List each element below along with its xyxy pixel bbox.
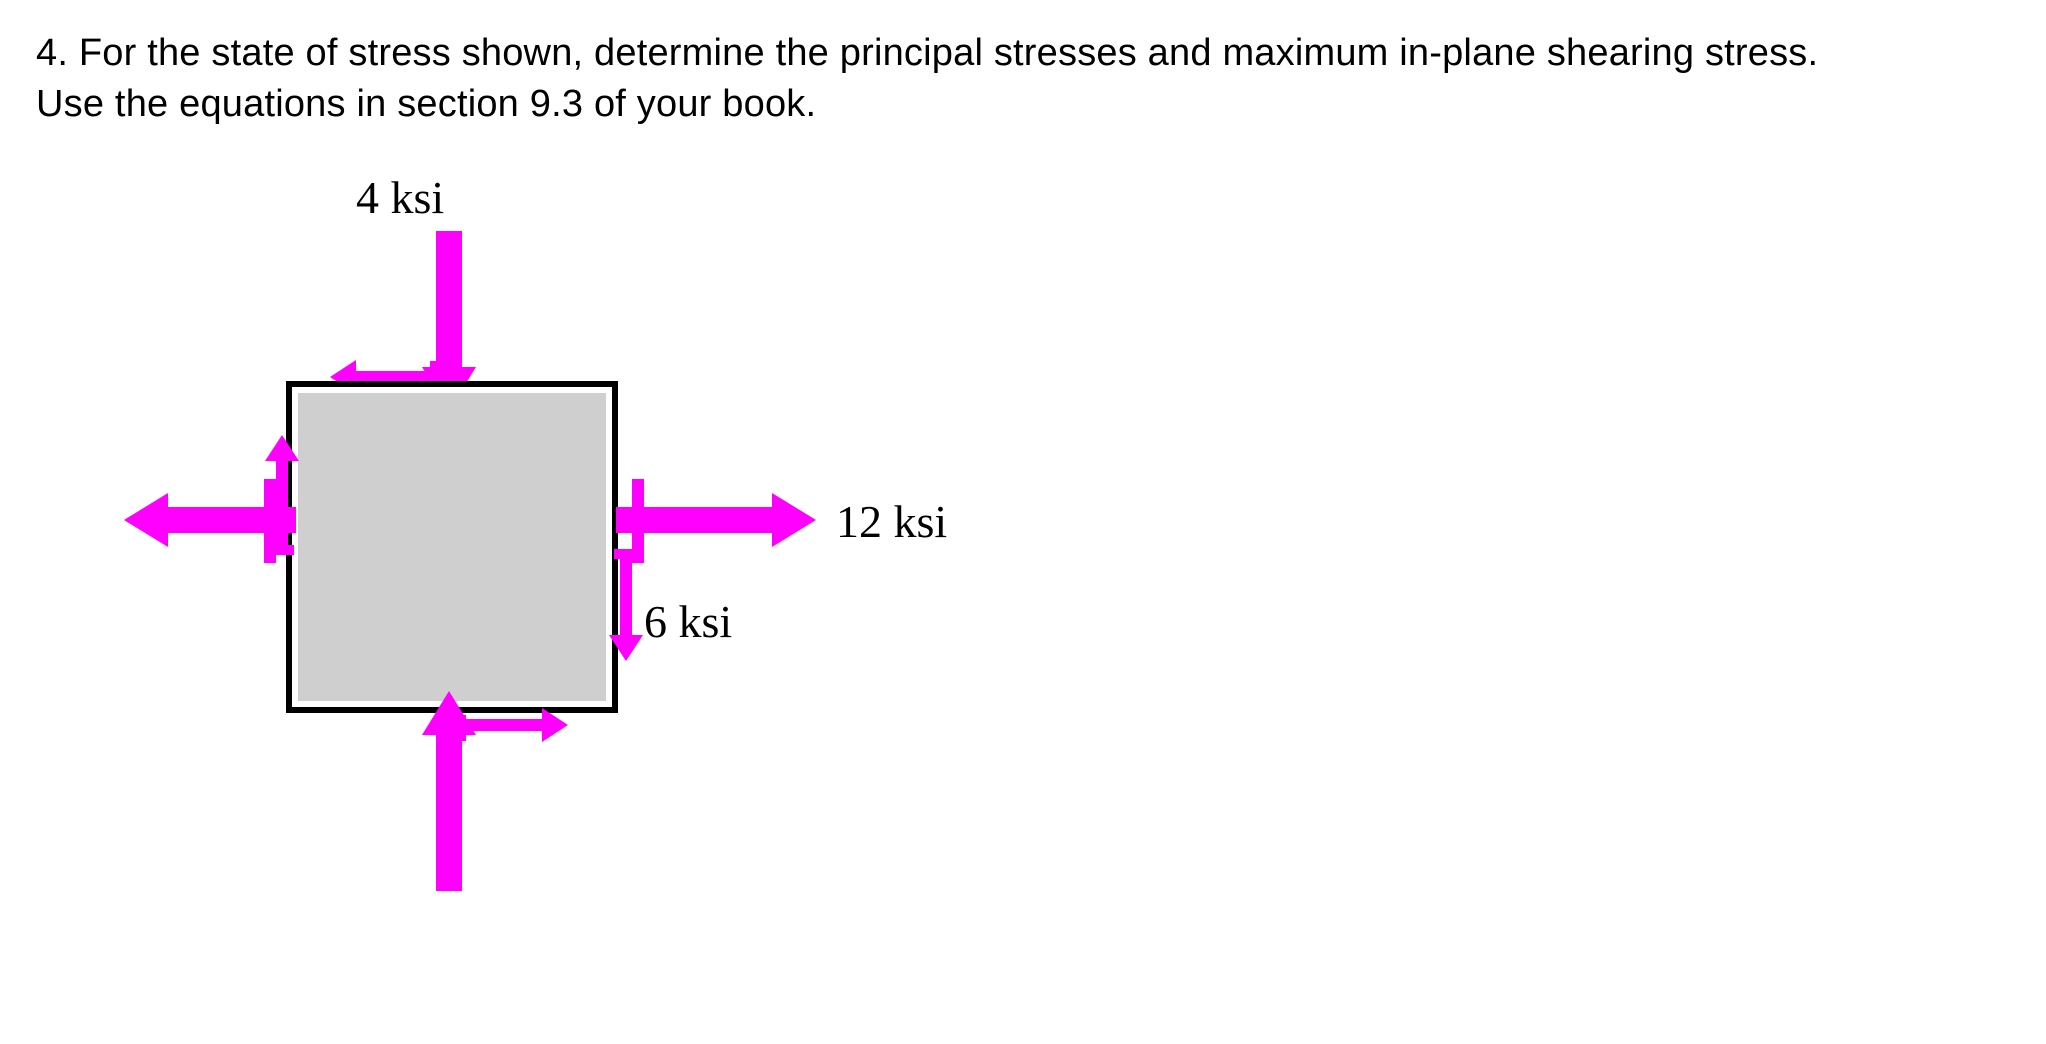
arrow-sigma-y-bottom-head-icon: [422, 691, 476, 735]
shear-tick-left-head-icon: [265, 435, 299, 461]
problem-number: 4.: [36, 32, 68, 74]
label-tau-xy: 6 ksi: [644, 595, 732, 648]
arrow-sigma-y-bottom-stem: [436, 731, 462, 891]
arrow-sigma-y-top-stem: [436, 231, 462, 371]
problem-text-line1: For the state of stress shown, determine…: [79, 32, 1818, 74]
problem-statement: 4. For the state of stress shown, determ…: [36, 28, 2010, 131]
arrow-sigma-x-right-head-icon: [772, 493, 816, 547]
shear-tick-left: [276, 459, 288, 549]
stress-element: [286, 381, 618, 713]
problem-text-line2: Use the equations in section 9.3 of your…: [36, 83, 816, 125]
label-sigma-x: 12 ksi: [836, 495, 947, 548]
arrow-sigma-x-right-stem: [616, 507, 776, 533]
page: 4. For the state of stress shown, determ…: [0, 0, 2046, 1044]
stress-element-figure: 4 ksi 12 ksi 6 ksi: [96, 171, 996, 951]
shear-tick-right-head-icon: [609, 635, 643, 661]
shear-tick-left-foot: [268, 545, 294, 555]
shear-tick-right-foot: [614, 549, 640, 559]
shear-tick-bottom-head-icon: [542, 708, 568, 742]
shear-tick-right: [620, 549, 632, 639]
arrow-sigma-x-left-head-icon: [124, 493, 168, 547]
label-sigma-y: 4 ksi: [356, 171, 444, 224]
